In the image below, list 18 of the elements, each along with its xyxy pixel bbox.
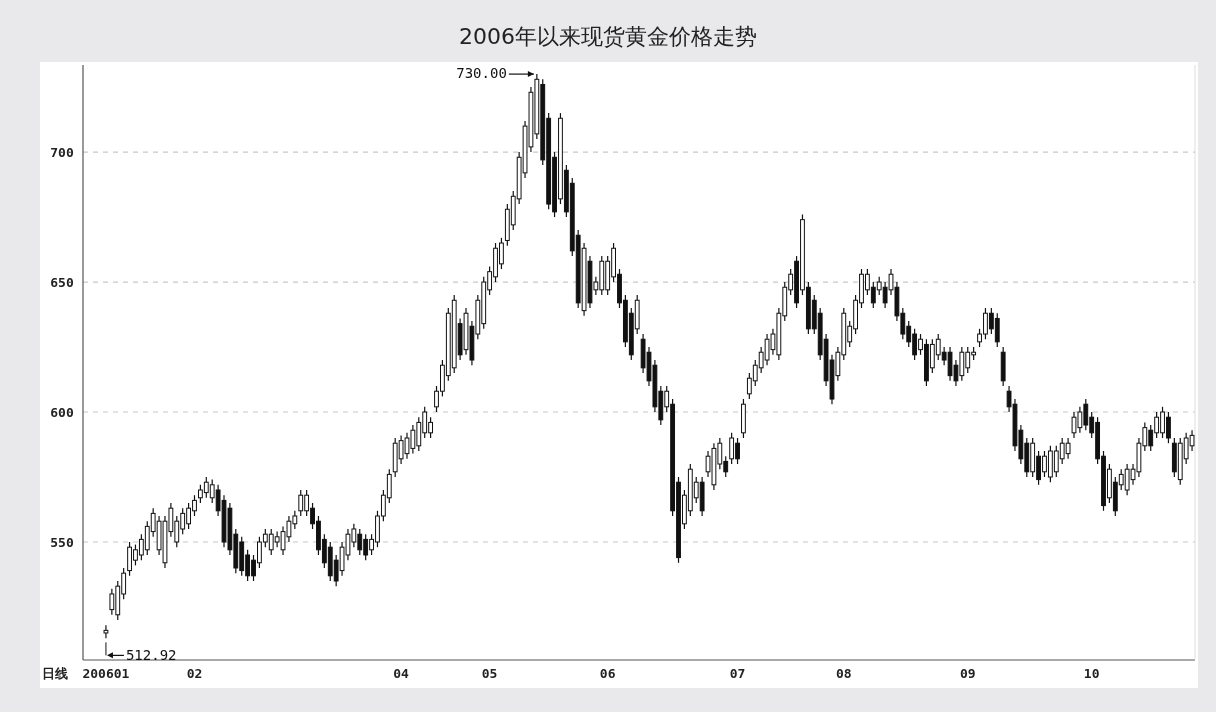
x-tick-label: 04: [393, 666, 410, 681]
y-tick-label: 600: [50, 405, 74, 421]
x-tick-label: 10: [1083, 666, 1100, 681]
x-tick-label: 02: [186, 666, 203, 681]
x-tick-label: 08: [835, 666, 852, 681]
y-tick-label: 650: [50, 275, 74, 291]
candlestick: [103, 624, 109, 639]
y-tick-label: 700: [50, 145, 74, 161]
x-tick-label: 09: [959, 666, 976, 681]
x-tick-label: 05: [481, 666, 498, 681]
annotation: 730.00: [456, 65, 507, 82]
x-tick-label: 07: [729, 666, 746, 681]
chart-title: 2006年以来现货黄金价格走势: [459, 24, 757, 49]
x-tick-label: 200601: [82, 666, 130, 681]
x-tick-label: 06: [599, 666, 616, 681]
y-tick-label: 550: [50, 534, 74, 550]
text: 日线: [42, 666, 68, 681]
annotation: 512.92: [125, 647, 177, 664]
